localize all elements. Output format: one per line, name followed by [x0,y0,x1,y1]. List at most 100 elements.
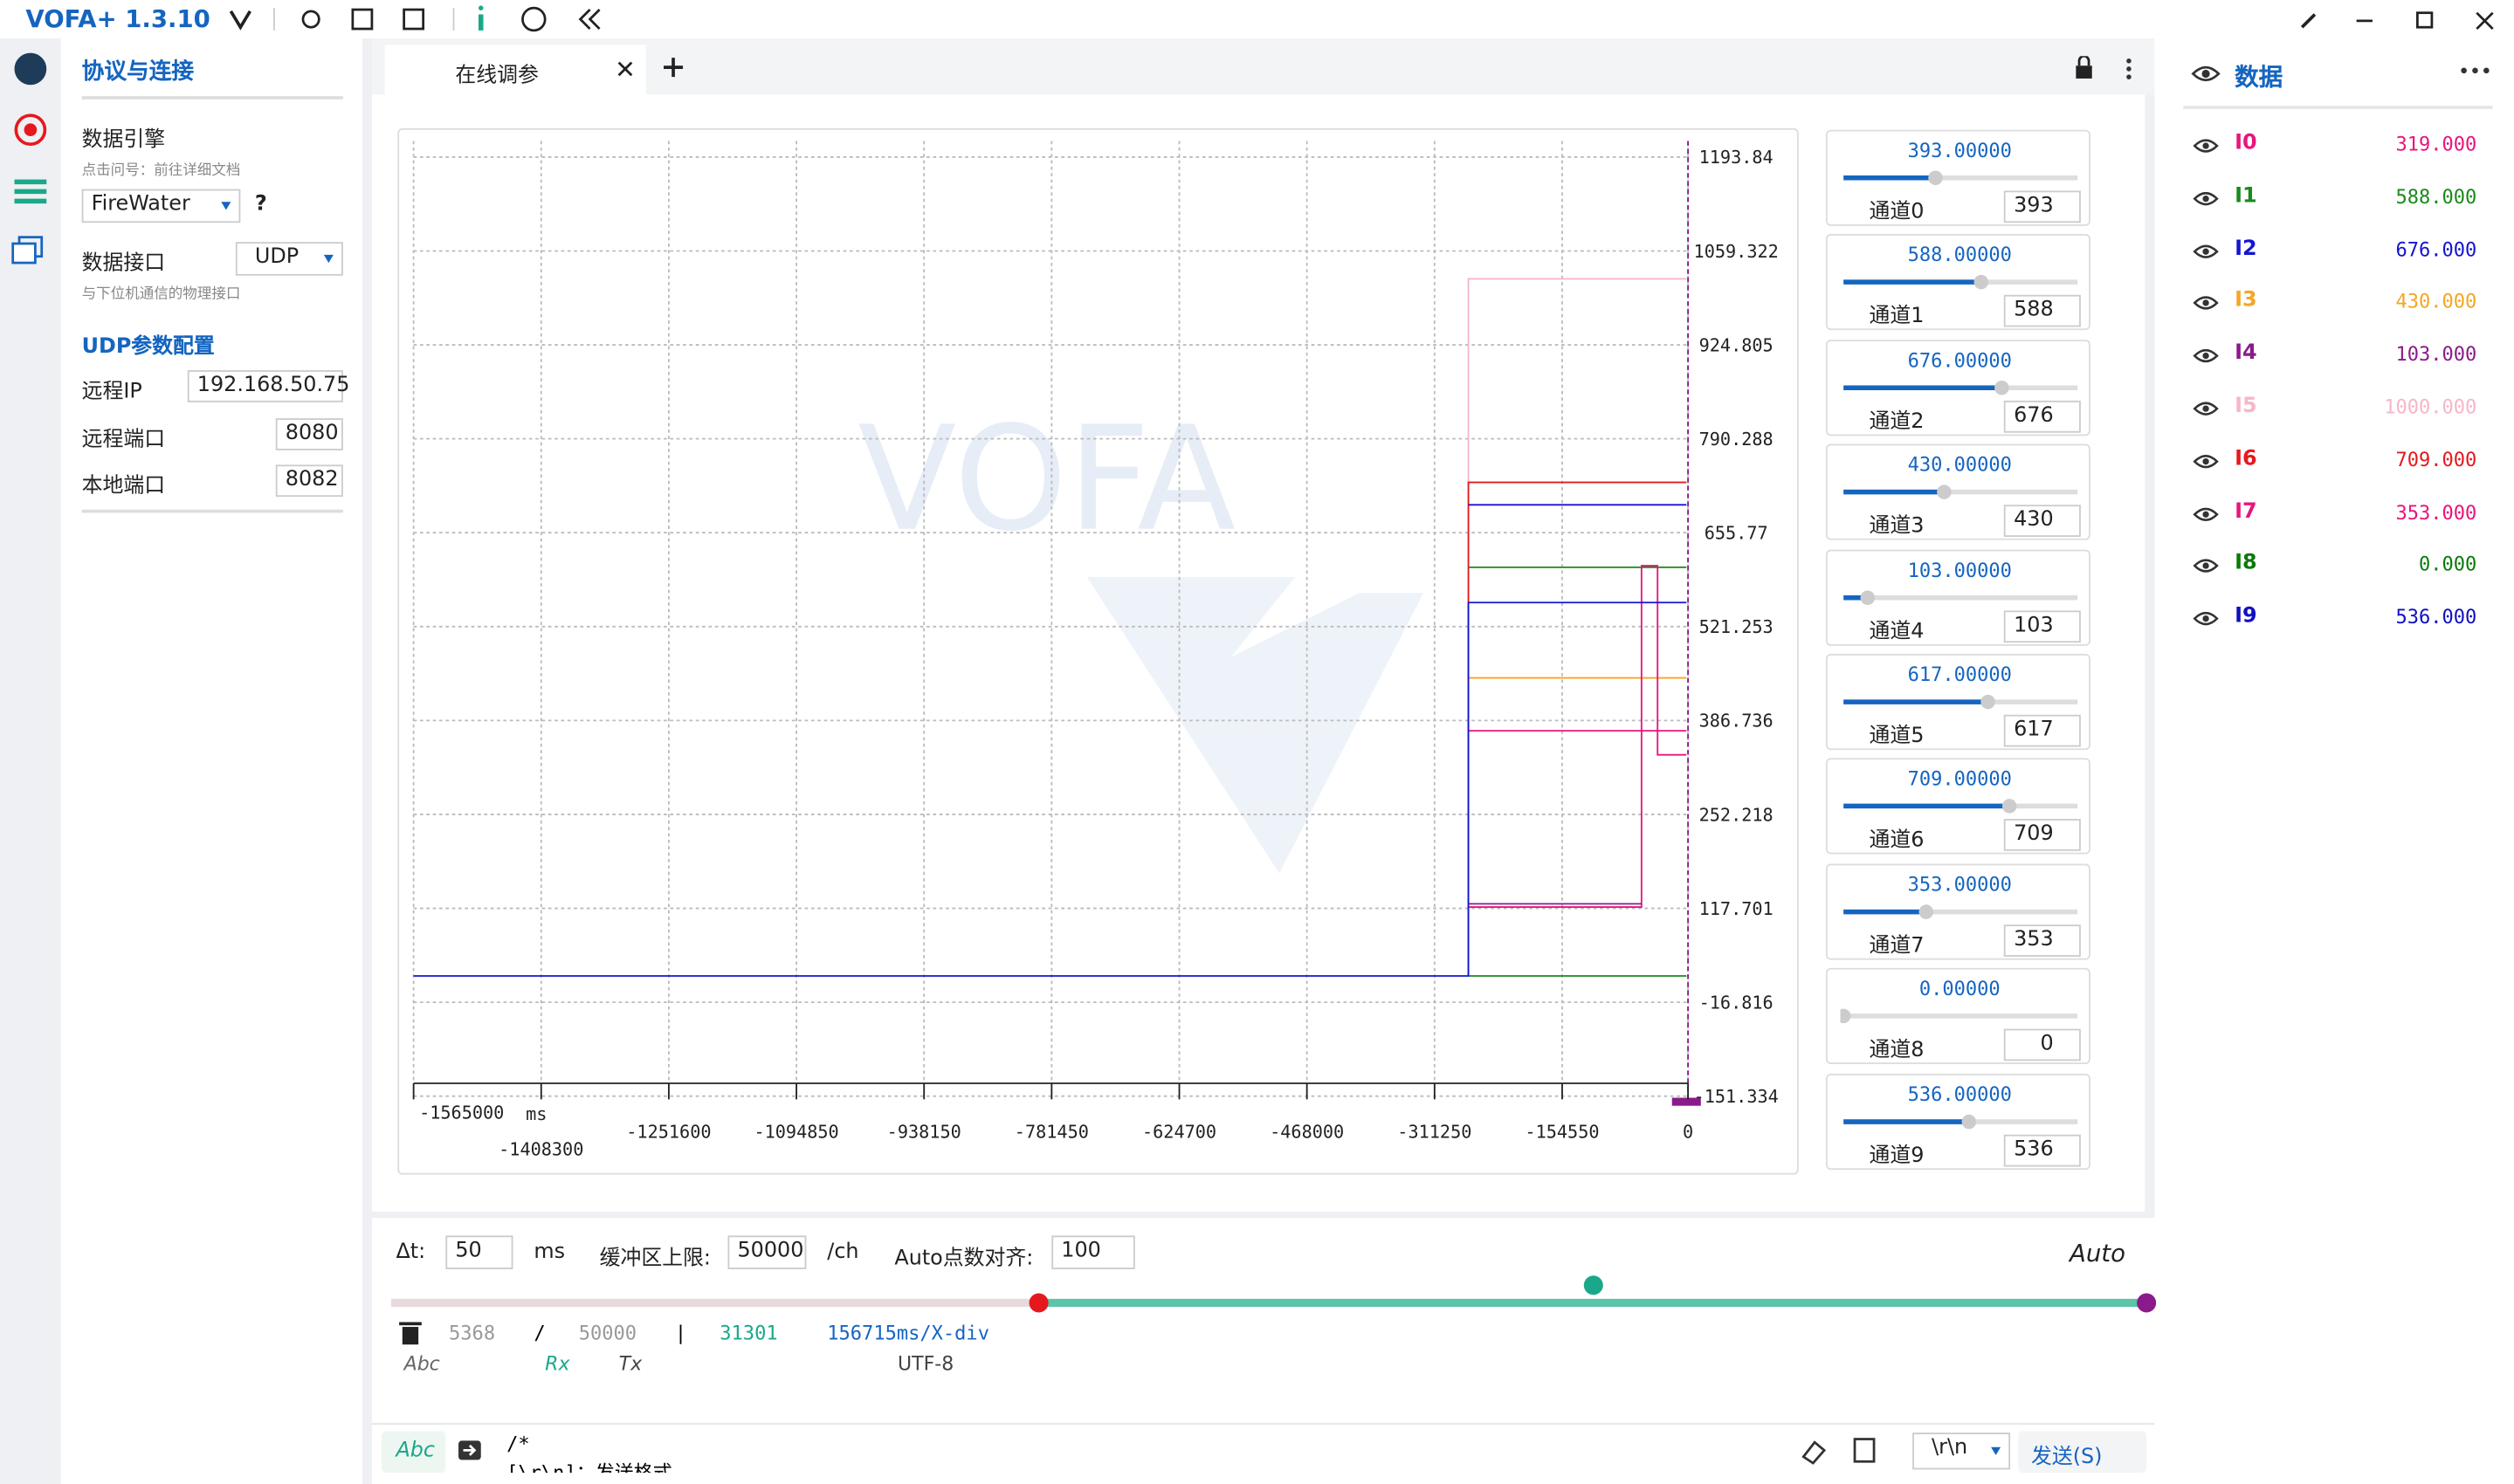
send-input[interactable]: /* [\r\n]：发送格式 [500,1431,1783,1473]
field-input[interactable]: 8082 [275,464,343,498]
channel-card: 353.00000 通道7 353 [1825,863,2090,960]
channel-spin[interactable]: 709 [2003,819,2081,852]
channel-slider[interactable] [1840,1008,2080,1024]
item-name: I1 [2235,183,2257,209]
channel-spin[interactable]: 617 [2003,714,2081,747]
channel-spin[interactable]: 536 [2003,1134,2081,1166]
field-value: 8082 [285,468,339,492]
eye-icon[interactable] [2192,503,2221,526]
buffer-input[interactable]: 50000 [727,1235,807,1269]
tab[interactable]: 在线调参 [384,45,646,95]
channel-spin[interactable]: 0 [2003,1028,2081,1061]
channel-spin[interactable]: 393 [2003,190,2081,223]
eye-icon[interactable] [2192,450,2221,472]
eye-icon[interactable] [2192,292,2221,315]
tab-title: 在线调参 [455,64,539,88]
eye-icon[interactable] [2192,240,2221,263]
eye-icon[interactable] [2192,555,2221,578]
field-input[interactable]: 192.168.50.75 [187,370,349,402]
channel-name: 通道3 [1869,514,1925,539]
abc-label: Abc [396,1439,436,1464]
eye-icon[interactable] [2192,345,2221,368]
x-tick-label: -1565000 [419,1102,504,1123]
window-buttons[interactable] [2292,3,2513,36]
more-button[interactable] [2459,64,2491,77]
channel-display: 676.00000 [1907,348,2012,372]
channel-slider[interactable] [1840,589,2080,605]
eye-pupil [2202,300,2209,307]
eye-pupil [2202,405,2209,412]
item-value: 588.000 [2395,185,2477,209]
channel-display: 103.00000 [1907,558,2012,581]
engine-label: 数据引擎 [81,127,166,153]
channel-slider[interactable] [1840,275,2080,291]
eye-icon[interactable] [2192,134,2221,157]
eol-select[interactable]: \r\n [1912,1432,2011,1470]
tx-button[interactable]: Tx [618,1352,643,1376]
slider-knob [1840,1008,1851,1024]
eye-icon[interactable] [2192,397,2221,420]
eye-outline [2193,191,2219,205]
line [413,601,1687,977]
tab-actions[interactable] [2071,56,2142,81]
eye-icon[interactable] [2192,608,2221,630]
channel-display: 617.00000 [1907,663,2012,686]
buffer-label: 缓冲区上限: [599,1247,711,1271]
tab-close[interactable] [617,61,633,77]
y-tick-label: 386.736 [1699,711,1774,732]
watermark: VOFA [858,395,1236,563]
channel-slider[interactable] [1840,903,2080,919]
x-tick-label: -1094850 [754,1121,838,1142]
channel-slider[interactable] [1840,380,2080,395]
item-value: 353.000 [2395,500,2477,524]
interface-select[interactable]: UDP [235,242,343,276]
eye-outline [2193,244,2219,258]
channel-spin[interactable]: 430 [2003,505,2081,538]
field-input[interactable]: 8080 [275,417,343,450]
eye-pupil [2202,457,2209,465]
divider [81,509,343,513]
rx-button[interactable]: Rx [545,1352,570,1376]
channel-spin[interactable]: 588 [2003,295,2081,328]
channel-spin[interactable]: 103 [2003,609,2081,642]
align-value: 100 [1061,1239,1101,1263]
dt-unit: ms [534,1240,566,1265]
eye-outline [2193,506,2219,521]
align-input[interactable]: 100 [1051,1235,1135,1269]
channel-spin[interactable]: 676 [2003,400,2081,433]
left-rail [0,38,61,1484]
cursor-handle[interactable] [1671,1097,1701,1106]
channel-spin[interactable]: 353 [2003,924,2081,957]
abc-send-button[interactable]: Abc [381,1431,446,1474]
encoding[interactable]: UTF-8 [898,1352,954,1376]
send-file-icon[interactable] [457,1438,482,1463]
grid [412,141,1690,1097]
engine-select[interactable]: FireWater [81,189,241,223]
channel-slider[interactable] [1840,170,2080,186]
eye-icon[interactable] [2190,61,2222,86]
channel-value: 0 [2040,1032,2054,1057]
rail-icons[interactable] [10,48,52,272]
range-slider[interactable] [385,1269,2157,1317]
mode[interactable]: Auto [2070,1239,2125,1268]
channel-slider[interactable] [1840,1113,2080,1129]
channel-display: 536.00000 [1907,1082,2012,1105]
send-button[interactable]: 发送(S) [2018,1431,2147,1474]
add-tab[interactable] [662,56,685,79]
dt-input[interactable]: 50 [445,1235,513,1269]
x-tick-label: -154550 [1525,1121,1599,1142]
eye-outline [2193,349,2219,363]
item-name: I6 [2235,446,2257,471]
rx-toolbar: Abc Rx Tx UTF-8 [372,1351,2154,1384]
plot-lines [413,141,1701,1106]
channel-slider[interactable] [1840,799,2080,814]
channel-slider[interactable] [1840,694,2080,710]
eye-icon[interactable] [2192,187,2221,210]
help-button[interactable]: ? [254,192,267,216]
send-tools[interactable] [1799,1436,1895,1465]
channel-slider[interactable] [1840,484,2080,500]
trash-icon[interactable] [397,1321,423,1346]
abc-button[interactable]: Abc [403,1352,440,1376]
item-name: I0 [2235,131,2257,156]
plot-frame [397,127,1799,1175]
